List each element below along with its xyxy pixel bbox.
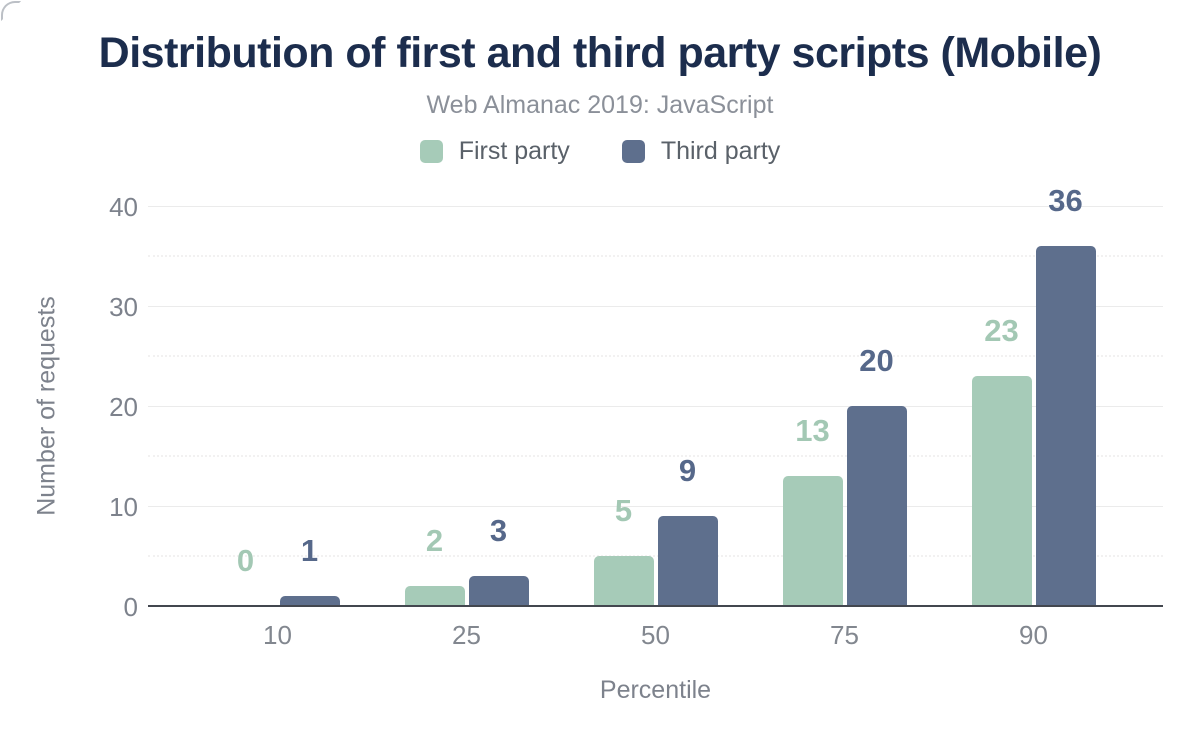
x-tick-label-10: 10 [263, 620, 292, 650]
bar-first-party-p75[interactable] [782, 476, 843, 606]
bar-value-label-third-party-p25: 3 [489, 513, 508, 548]
legend-label-third-party: Third party [660, 137, 781, 165]
bar-first-party-p90[interactable] [971, 376, 1032, 606]
bar-value-label-third-party-p75: 20 [859, 343, 894, 378]
legend-label-first-party: First party [458, 137, 570, 165]
card-corner-decoration [1, 1, 21, 21]
bar-third-party-p50[interactable] [657, 516, 718, 606]
bar-first-party-p50[interactable] [593, 556, 654, 606]
bar-value-label-third-party-p10: 1 [300, 533, 319, 568]
bar-value-label-third-party-p50: 9 [678, 453, 697, 488]
gridline-minor-25 [148, 355, 1163, 357]
bar-value-label-first-party-p90: 23 [984, 313, 1019, 348]
x-axis-line [148, 605, 1163, 607]
bar-third-party-p25[interactable] [468, 576, 529, 606]
chart-title: Distribution of first and third party sc… [98, 29, 1102, 77]
legend-swatch-first-party [419, 140, 443, 163]
y-tick-label-30: 30 [109, 292, 138, 322]
legend-item-first-party: First party [419, 137, 570, 166]
gridline-major-40 [148, 206, 1163, 207]
chart-subtitle: Web Almanac 2019: JavaScript [426, 91, 774, 119]
gridline-minor-5 [148, 555, 1163, 557]
x-tick-label-75: 75 [830, 620, 859, 650]
bar-third-party-p10[interactable] [279, 596, 340, 606]
y-tick-label-10: 10 [109, 492, 138, 522]
legend: First party Third party [0, 137, 1200, 166]
gridline-minor-35 [148, 255, 1163, 257]
y-tick-label-40: 40 [109, 192, 138, 222]
gridline-major-10 [148, 506, 1163, 507]
y-tick-label-20: 20 [109, 392, 138, 422]
x-tick-label-90: 90 [1019, 620, 1048, 650]
gridline-major-30 [148, 306, 1163, 307]
bar-value-label-first-party-p25: 2 [425, 523, 444, 558]
bar-third-party-p75[interactable] [846, 406, 907, 606]
legend-item-third-party: Third party [621, 137, 781, 166]
bar-value-label-first-party-p50: 5 [614, 493, 633, 528]
gridline-minor-15 [148, 455, 1163, 457]
x-tick-label-50: 50 [641, 620, 670, 650]
legend-swatch-third-party [621, 140, 645, 163]
bar-third-party-p90[interactable] [1035, 246, 1096, 606]
gridline-major-20 [148, 406, 1163, 407]
plot-area: 0 10 20 30 40 10 0 1 25 2 3 50 5 9 75 13 20 90 23 36 [109, 185, 1163, 648]
bar-value-label-first-party-p10: 0 [236, 543, 255, 578]
x-axis-title: Percentile [599, 676, 712, 704]
bar-value-label-third-party-p90: 36 [1048, 183, 1083, 218]
bar-value-label-first-party-p75: 13 [795, 413, 830, 448]
x-tick-label-25: 25 [452, 620, 481, 650]
bar-first-party-p25[interactable] [404, 586, 465, 606]
y-tick-label-0: 0 [123, 592, 138, 622]
